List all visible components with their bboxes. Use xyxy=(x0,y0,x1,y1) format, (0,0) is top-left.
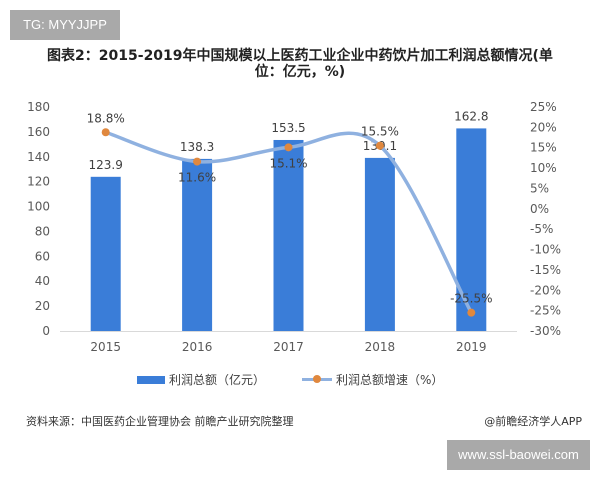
bar-value-label: 138.3 xyxy=(180,140,214,154)
left-axis-tick: 180 xyxy=(27,100,50,114)
right-axis-tick: -15% xyxy=(530,263,561,277)
growth-value-label: -25.5% xyxy=(450,292,492,306)
right-axis-tick: -25% xyxy=(530,304,561,318)
chart-title: 图表2：2015-2019年中国规模以上医药工业企业中药饮片加工利润总额情况(单… xyxy=(20,48,580,80)
right-axis-tick: 0% xyxy=(530,202,549,216)
chart-title-line1: 图表2：2015-2019年中国规模以上医药工业企业中药饮片加工利润总额情况(单 xyxy=(47,48,553,64)
right-axis-tick: -20% xyxy=(530,283,561,297)
bar-2018 xyxy=(364,157,395,331)
legend-line-swatch xyxy=(302,375,332,383)
bar-2016 xyxy=(182,158,213,331)
site-tag: www.ssl-baowei.com xyxy=(447,440,590,470)
bar-value-label: 162.8 xyxy=(454,109,488,123)
x-axis-tick: 2019 xyxy=(456,340,487,354)
bar-value-label: 153.5 xyxy=(271,121,305,135)
growth-value-label: 18.8% xyxy=(87,111,125,125)
left-axis-tick: 20 xyxy=(35,299,50,313)
growth-marker-2015 xyxy=(101,128,110,137)
legend-line-label: 利润总额增速（%） xyxy=(336,373,444,387)
legend-item-growth: 利润总额增速（%） xyxy=(302,371,443,388)
growth-value-label: 15.1% xyxy=(269,156,307,170)
growth-line xyxy=(103,130,474,315)
left-axis-tick: 120 xyxy=(27,175,50,189)
source-note: 资料来源：中国医药企业管理协会 前瞻产业研究院整理 xyxy=(26,415,294,428)
growth-marker-2018 xyxy=(375,141,384,150)
credit-note: @前瞻经济学人APP xyxy=(484,415,582,428)
bar-value-label: 123.9 xyxy=(89,158,123,172)
chart-title-line2: 位：亿元，%) xyxy=(254,64,346,80)
legend-bar-swatch xyxy=(137,375,165,384)
legend-bar-label: 利润总额（亿元） xyxy=(169,373,266,387)
left-axis-tick: 80 xyxy=(35,224,50,238)
bar-2017 xyxy=(273,139,304,331)
watermark-tag: TG: MYYJJPP xyxy=(10,10,120,40)
right-axis-tick: 10% xyxy=(530,161,557,175)
left-axis-tick: 160 xyxy=(27,125,50,139)
x-axis-tick: 2015 xyxy=(90,340,121,354)
right-axis-tick: -10% xyxy=(530,243,561,257)
x-axis-tick: 2016 xyxy=(182,340,213,354)
growth-value-label: 15.5% xyxy=(361,125,399,139)
growth-marker-2019 xyxy=(467,308,476,317)
bar-2015 xyxy=(90,176,121,331)
growth-marker-2017 xyxy=(284,143,293,152)
left-axis-tick: 100 xyxy=(27,200,50,214)
right-axis-tick: -30% xyxy=(530,324,561,338)
bar-2019 xyxy=(456,128,487,331)
growth-value-label: 11.6% xyxy=(178,171,216,185)
x-axis-tick: 2017 xyxy=(273,340,304,354)
right-axis-tick: 15% xyxy=(530,141,557,155)
legend-item-profit: 利润总额（亿元） xyxy=(137,371,265,388)
right-axis-tick: -5% xyxy=(530,222,553,236)
combo-chart: 0 20 40 60 80 100 120 140 160 180 -30% -25% -20% -15%… xyxy=(27,100,561,354)
growth-marker-2016 xyxy=(193,157,202,166)
left-axis-tick: 0 xyxy=(42,324,50,338)
chart-legend: 利润总额（亿元） 利润总额增速（%） xyxy=(0,371,600,391)
right-axis-tick: 20% xyxy=(530,120,557,134)
right-axis-tick: 5% xyxy=(530,181,549,195)
left-axis-tick: 60 xyxy=(35,249,50,263)
x-axis-tick: 2018 xyxy=(365,340,396,354)
left-axis-tick: 40 xyxy=(35,274,50,288)
right-axis-tick: 25% xyxy=(530,100,557,114)
left-axis-tick: 140 xyxy=(27,150,50,164)
